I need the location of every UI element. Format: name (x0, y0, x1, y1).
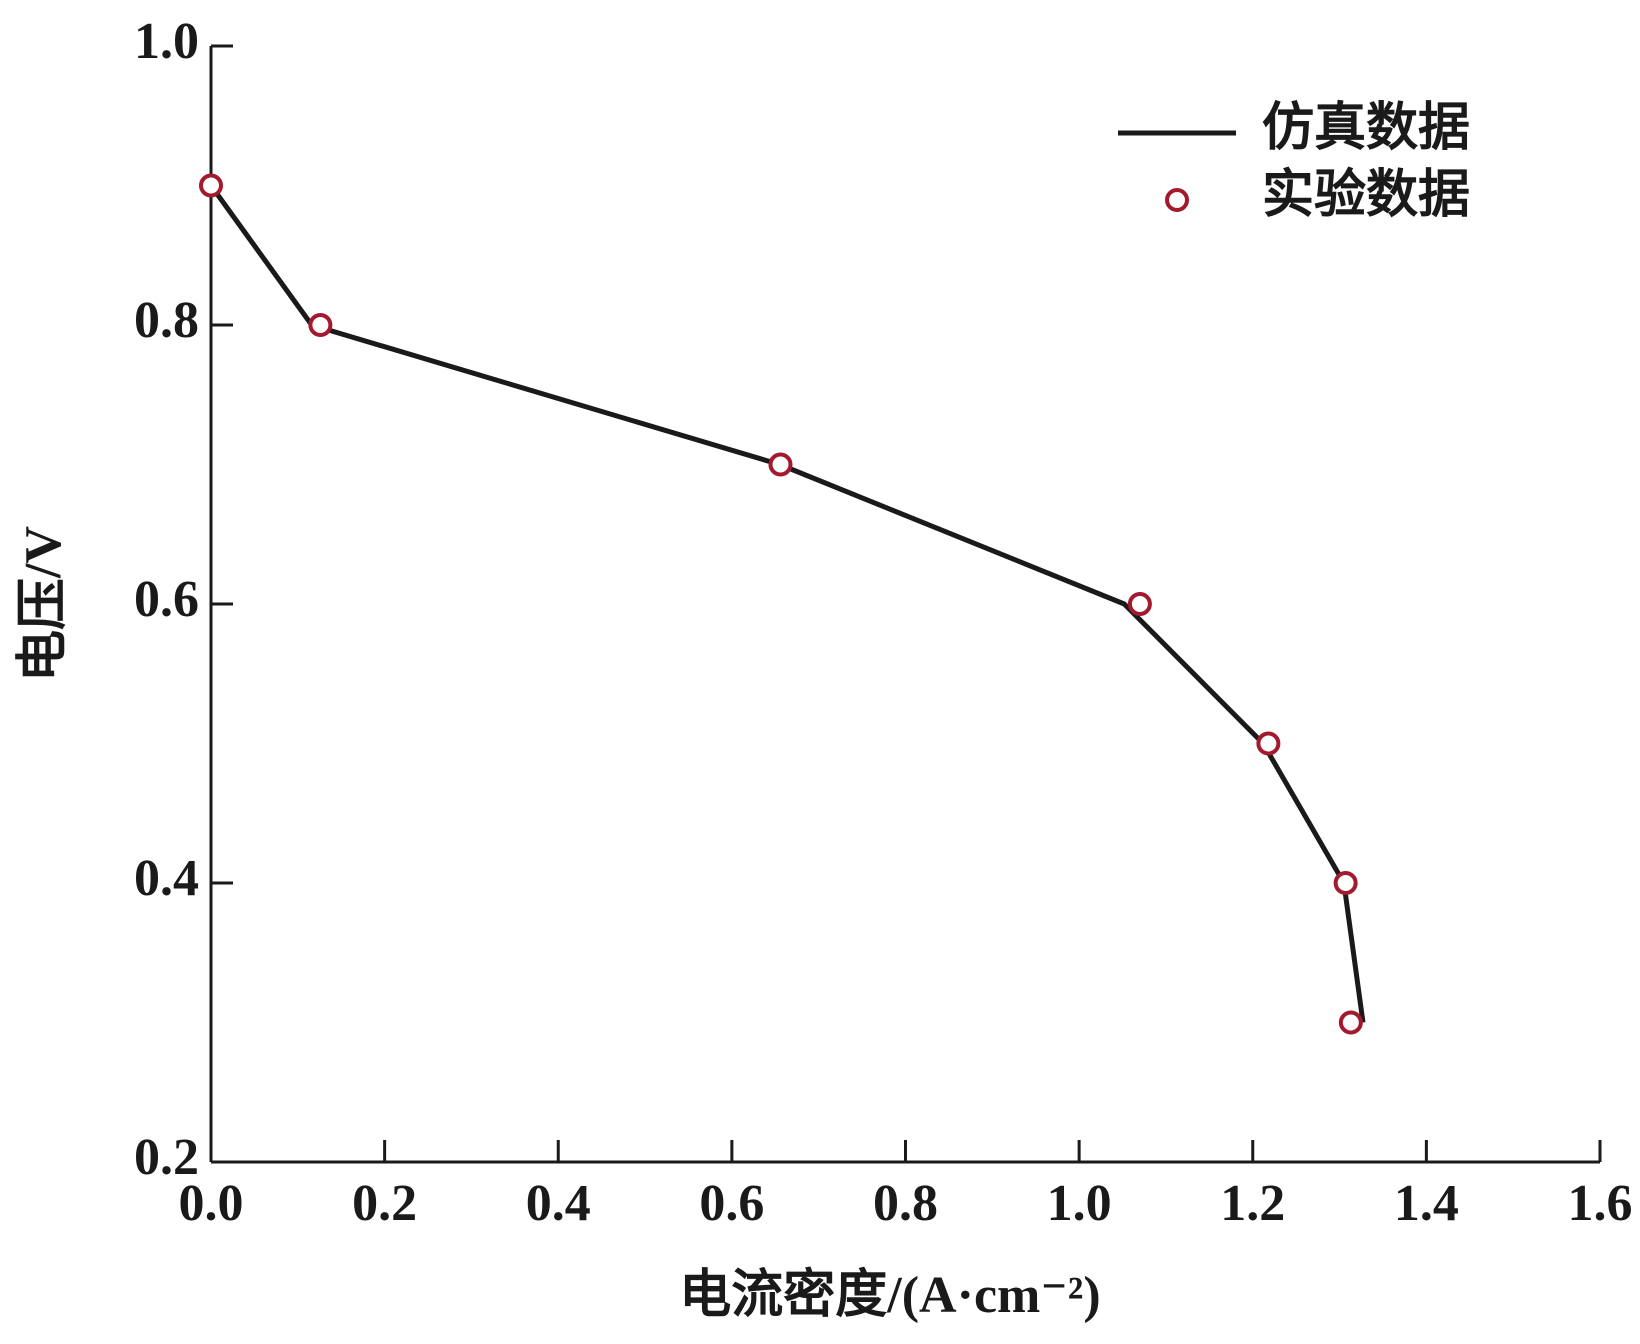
y-tick-label: 0.8 (134, 292, 199, 349)
y-tick-label: 0.4 (134, 850, 199, 907)
legend-label: 仿真数据 (1262, 99, 1470, 157)
data-point (1338, 1010, 1363, 1035)
data-point (308, 313, 333, 337)
y-tick-label: 0.2 (134, 1129, 199, 1186)
data-point (768, 452, 793, 477)
x-tick-label: 0.8 (873, 1175, 938, 1232)
data-point (1333, 871, 1358, 895)
x-tick-label: 1.6 (1568, 1175, 1633, 1232)
y-axis-title: 电压/V (14, 526, 72, 682)
data-point (1256, 731, 1281, 756)
legend-marker (1165, 188, 1189, 212)
legend-label: 实验数据 (1262, 166, 1470, 224)
x-tick-label: 0.2 (352, 1175, 417, 1232)
data-point (1127, 592, 1152, 616)
x-tick-label: 1.4 (1394, 1175, 1459, 1232)
x-axis-title: 电流密度/(A·cm⁻²) (679, 1266, 1100, 1324)
x-tick-label: 0.6 (699, 1175, 764, 1232)
data-point (199, 173, 223, 198)
x-tick-label: 1.2 (1220, 1175, 1285, 1232)
x-tick-label: 0.4 (526, 1175, 591, 1232)
x-tick-label: 1.0 (1047, 1175, 1112, 1232)
y-tick-label: 1.0 (134, 13, 199, 70)
x-tick-label: 0.0 (179, 1175, 244, 1232)
data-line (208, 184, 1366, 1023)
y-tick-label: 0.6 (134, 571, 199, 628)
